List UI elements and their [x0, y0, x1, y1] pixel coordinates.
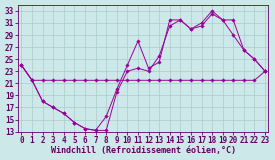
X-axis label: Windchill (Refroidissement éolien,°C): Windchill (Refroidissement éolien,°C) — [51, 146, 236, 155]
